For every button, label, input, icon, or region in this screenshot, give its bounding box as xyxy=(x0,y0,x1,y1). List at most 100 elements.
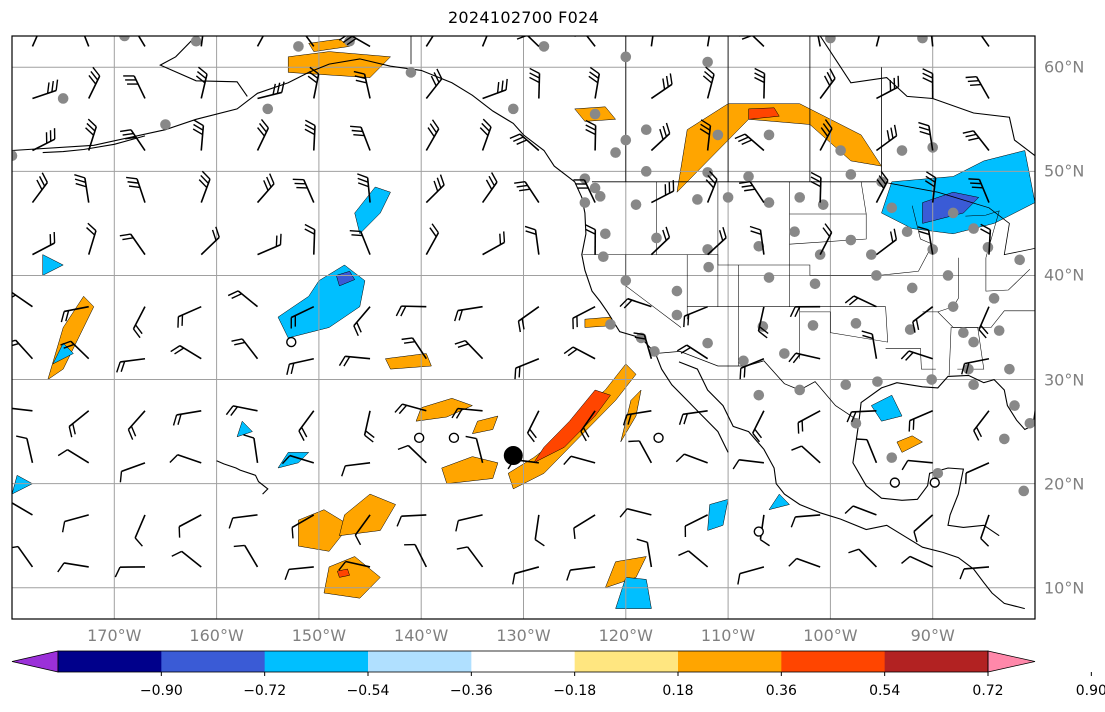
wind-barb-feather xyxy=(829,68,836,79)
wind-barb-feather xyxy=(704,70,714,80)
wind-barb xyxy=(757,306,769,339)
station-marker xyxy=(671,309,683,321)
wind-barb-staff xyxy=(12,502,33,516)
shaded-region-orange xyxy=(471,415,499,435)
wind-barb-feather xyxy=(566,569,571,581)
wind-barb-feather xyxy=(805,19,816,22)
wind-barb-feather xyxy=(198,179,208,189)
wind-barb-feather xyxy=(659,128,664,140)
station-marker xyxy=(702,244,713,255)
wind-barb xyxy=(12,339,34,360)
station-marker xyxy=(845,234,857,246)
wind-barb-feather xyxy=(790,516,796,528)
map-frame xyxy=(11,35,1036,620)
wind-barb xyxy=(123,75,146,99)
map-title: 2024102700 F024 xyxy=(447,8,600,27)
station-marker xyxy=(630,199,642,210)
wind-barb xyxy=(875,124,898,152)
wind-barb xyxy=(861,330,878,359)
station-marker xyxy=(779,348,790,359)
wind-barb xyxy=(965,462,990,485)
wind-barb-feather xyxy=(585,128,596,136)
wind-barb xyxy=(678,409,708,425)
station-marker xyxy=(947,207,959,219)
wind-barb-feather xyxy=(920,18,930,22)
station-marker xyxy=(651,232,662,244)
wind-barb-feather xyxy=(499,233,502,245)
wind-barb-feather xyxy=(128,185,141,189)
wind-barb xyxy=(88,66,101,99)
wind-barb-feather xyxy=(12,339,16,343)
wind-barb xyxy=(12,407,33,412)
station-marker xyxy=(649,346,660,357)
wind-barb xyxy=(451,407,483,419)
wind-barb-feather xyxy=(485,179,493,190)
wind-barb-feather xyxy=(12,408,13,410)
wind-barb-feather xyxy=(16,435,28,440)
wind-barb xyxy=(573,514,596,540)
wind-barb-feather xyxy=(915,318,920,331)
wind-barb-feather xyxy=(90,70,99,81)
wind-barb xyxy=(227,290,259,308)
wind-barb-feather xyxy=(357,177,369,183)
wind-barb-feather xyxy=(70,27,81,28)
coastline xyxy=(852,421,1000,537)
wind-barb-feather xyxy=(925,171,937,179)
wind-barb xyxy=(74,174,90,203)
coastline xyxy=(216,460,269,495)
wind-barb-feather xyxy=(200,174,209,184)
wind-barb xyxy=(394,403,427,415)
wind-barb xyxy=(68,410,90,438)
wind-barb-staff xyxy=(481,36,488,47)
shaded-region-orange xyxy=(385,353,432,370)
wind-barb xyxy=(286,357,314,376)
wind-barb xyxy=(32,231,56,256)
wind-barb xyxy=(651,180,675,204)
wind-barb-feather xyxy=(893,228,898,240)
station-marker xyxy=(692,194,703,205)
wind-barb xyxy=(580,410,596,442)
wind-barb-feather xyxy=(365,430,375,439)
wind-barb-staff xyxy=(963,566,990,570)
wind-barb-feather xyxy=(457,343,469,348)
wind-barb-feather xyxy=(116,361,121,373)
colorbar-tick-label: −0.18 xyxy=(553,683,597,699)
wind-barb-feather xyxy=(636,538,648,543)
wind-barb-staff xyxy=(980,514,990,539)
wind-barb-feather xyxy=(968,178,980,181)
wind-barb xyxy=(805,19,821,47)
wind-barb xyxy=(509,133,540,152)
wind-barb xyxy=(873,19,881,47)
wind-barb-feather xyxy=(121,25,132,26)
wind-barb-feather xyxy=(458,309,463,321)
wind-barb-feather xyxy=(873,19,881,26)
wind-barb xyxy=(61,514,89,533)
wind-barb-feather xyxy=(862,334,874,340)
wind-barb-feather xyxy=(901,555,911,564)
wind-barb-feather xyxy=(357,182,369,188)
wind-barb-feather xyxy=(585,119,596,127)
wind-barb-feather xyxy=(969,33,980,35)
wind-barb-feather xyxy=(970,83,982,87)
wind-barb-feather xyxy=(309,66,320,75)
wind-barb-feather xyxy=(687,314,690,326)
wind-barb-feather xyxy=(890,127,894,139)
wind-barb xyxy=(256,36,265,47)
wind-barb xyxy=(198,170,211,203)
wind-barb-feather xyxy=(122,237,134,241)
calm-wind-marker xyxy=(889,477,901,488)
wind-barb-feather xyxy=(170,345,181,353)
wind-barb-feather xyxy=(794,306,801,318)
wind-barb-feather xyxy=(925,175,936,183)
wind-barb xyxy=(192,119,205,151)
wind-barb-feather xyxy=(975,426,983,438)
station-marker xyxy=(738,355,749,367)
wind-barb-feather xyxy=(516,139,528,145)
wind-barb xyxy=(57,449,90,464)
wind-barb-feather xyxy=(970,182,982,185)
wind-barb-feather xyxy=(588,75,599,84)
wind-barb xyxy=(12,291,33,308)
state-line xyxy=(582,254,879,276)
colorbar-segment xyxy=(678,651,782,672)
wind-barb xyxy=(482,78,508,100)
